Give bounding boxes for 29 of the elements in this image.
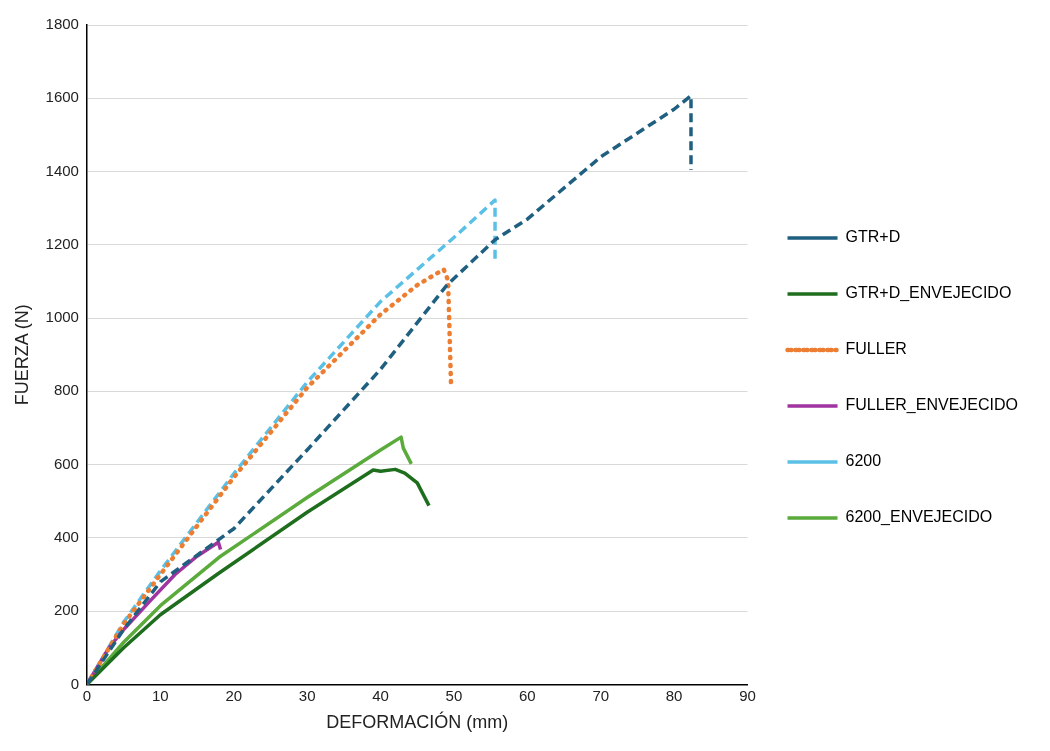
x-tick-label: 80	[665, 686, 683, 704]
legend-label: 6200_ENVEJECIDO	[845, 508, 993, 527]
y-tick-label: 1400	[45, 161, 79, 179]
y-tick-label: 1800	[45, 15, 79, 33]
y-tick-label: 1000	[45, 308, 79, 326]
x-axis-title: DEFORMACIÓN (mm)	[326, 711, 509, 733]
legend-label: FULLER	[845, 340, 907, 358]
line-series	[86, 93, 693, 685]
x-tick-label: 90	[739, 686, 756, 704]
legend-label: GTR+D	[845, 228, 901, 246]
y-tick-label: 400	[53, 528, 79, 546]
y-tick-label: 800	[53, 381, 79, 399]
legend-label: GTR+D_ENVEJECIDO	[845, 284, 1012, 303]
x-tick-label: 10	[152, 686, 169, 704]
y-tick-label: 0	[70, 674, 79, 692]
x-tick-label: 30	[298, 686, 316, 704]
x-tick-label: 40	[372, 686, 389, 704]
x-tick-label: 70	[592, 686, 610, 704]
y-axis-title: FUERZA (N)	[11, 304, 32, 406]
y-tick-label: 1200	[45, 234, 79, 252]
legend-label: 6200	[845, 452, 882, 470]
y-tick-label: 200	[53, 601, 79, 619]
y-tick-label: 1600	[45, 88, 79, 106]
x-tick-label: 50	[445, 686, 463, 704]
x-tick-label: 0	[82, 686, 92, 704]
y-tick-label: 600	[53, 454, 79, 472]
legend-label: FULLER_ENVEJECIDO	[845, 396, 1019, 415]
x-tick-label: 60	[518, 686, 536, 704]
x-tick-label: 20	[225, 686, 243, 704]
